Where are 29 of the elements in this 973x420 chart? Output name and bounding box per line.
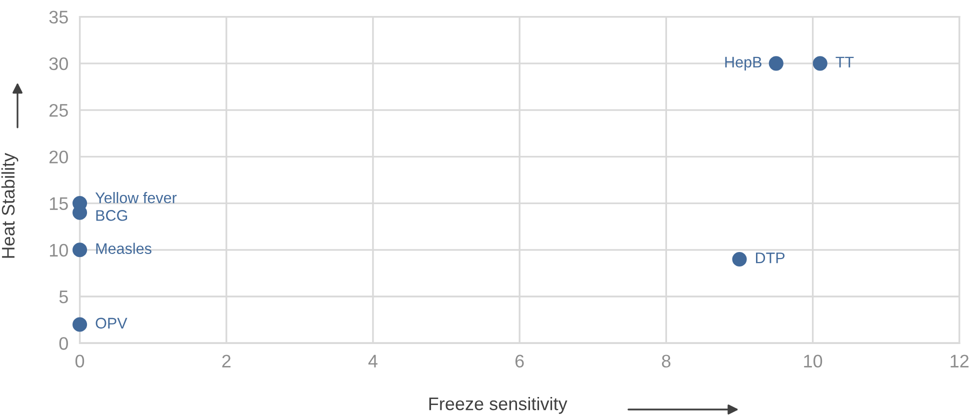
annotation: TT bbox=[836, 56, 854, 68]
y-tick-label: 10 bbox=[50, 244, 68, 257]
annotation: Measles bbox=[96, 242, 152, 254]
point bbox=[732, 252, 747, 267]
y-tick-label: 20 bbox=[50, 150, 68, 164]
annotation: OPV bbox=[96, 318, 128, 329]
point bbox=[72, 317, 88, 332]
x-tick-label: 0 bbox=[75, 354, 84, 368]
x-tick-label: 8 bbox=[662, 354, 670, 368]
y-tick-label: 30 bbox=[49, 57, 68, 70]
annotation: HepB bbox=[725, 56, 762, 71]
y-tick-label: 0 bbox=[59, 337, 68, 350]
x-tick-label: 10 bbox=[804, 354, 822, 368]
x-tick-label: 2 bbox=[222, 354, 230, 368]
y-axis-title: Heat Stability bbox=[1, 152, 18, 258]
point bbox=[768, 56, 784, 71]
y-tick-label: 5 bbox=[59, 290, 68, 304]
x-tick-label: 6 bbox=[515, 354, 524, 368]
y-tick-label: 35 bbox=[49, 10, 68, 24]
x-tick-label: 4 bbox=[368, 354, 378, 368]
annotation: DTP bbox=[756, 252, 785, 264]
annotation: Yellow fever bbox=[95, 192, 177, 204]
point bbox=[72, 242, 88, 258]
y-tick-label: 25 bbox=[50, 104, 68, 117]
x-tick-label: 12 bbox=[950, 354, 969, 368]
point bbox=[812, 56, 828, 71]
x-axis-title: Freeze sensitivity bbox=[429, 396, 568, 414]
y-tick-label: 15 bbox=[50, 197, 68, 210]
annotation: BCG bbox=[96, 210, 128, 221]
